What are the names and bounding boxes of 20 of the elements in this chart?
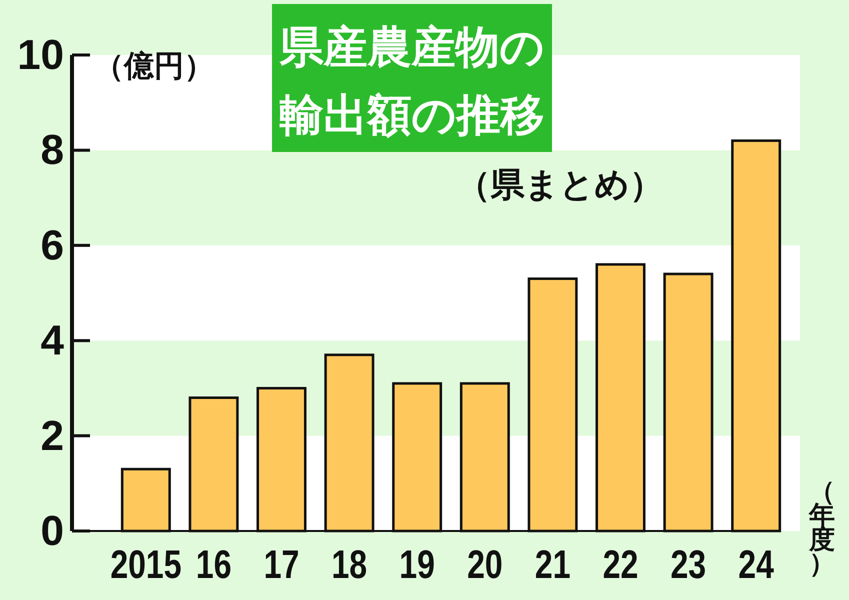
x-tick-label: 16	[196, 542, 232, 587]
y-tick-label: 6	[40, 221, 64, 268]
chart-title: 県産農産物の輸出額の推移	[278, 23, 544, 140]
y-axis-title: （億円）	[94, 50, 214, 83]
y-tick-label: 8	[40, 126, 64, 174]
x-tick-label: 24	[738, 542, 774, 587]
x-tick-label: 20	[467, 542, 503, 587]
text: （県まとめ）	[456, 166, 664, 204]
y-tick-label: 10	[17, 31, 64, 78]
x-tick-label: 22	[602, 542, 638, 587]
x-axis-title: （年度）	[808, 476, 835, 578]
y-tick-label: 4	[40, 316, 65, 364]
y-tick-label: 0	[40, 507, 64, 554]
y-tick-label: 2	[40, 412, 64, 459]
x-tick-label: 17	[264, 542, 300, 587]
x-tick-label: 21	[534, 542, 570, 587]
x-tick-label: 19	[399, 542, 435, 587]
x-tick-label: 23	[670, 542, 706, 587]
x-tick-label: 18	[332, 542, 368, 587]
x-tick-label: 2015	[110, 542, 182, 587]
